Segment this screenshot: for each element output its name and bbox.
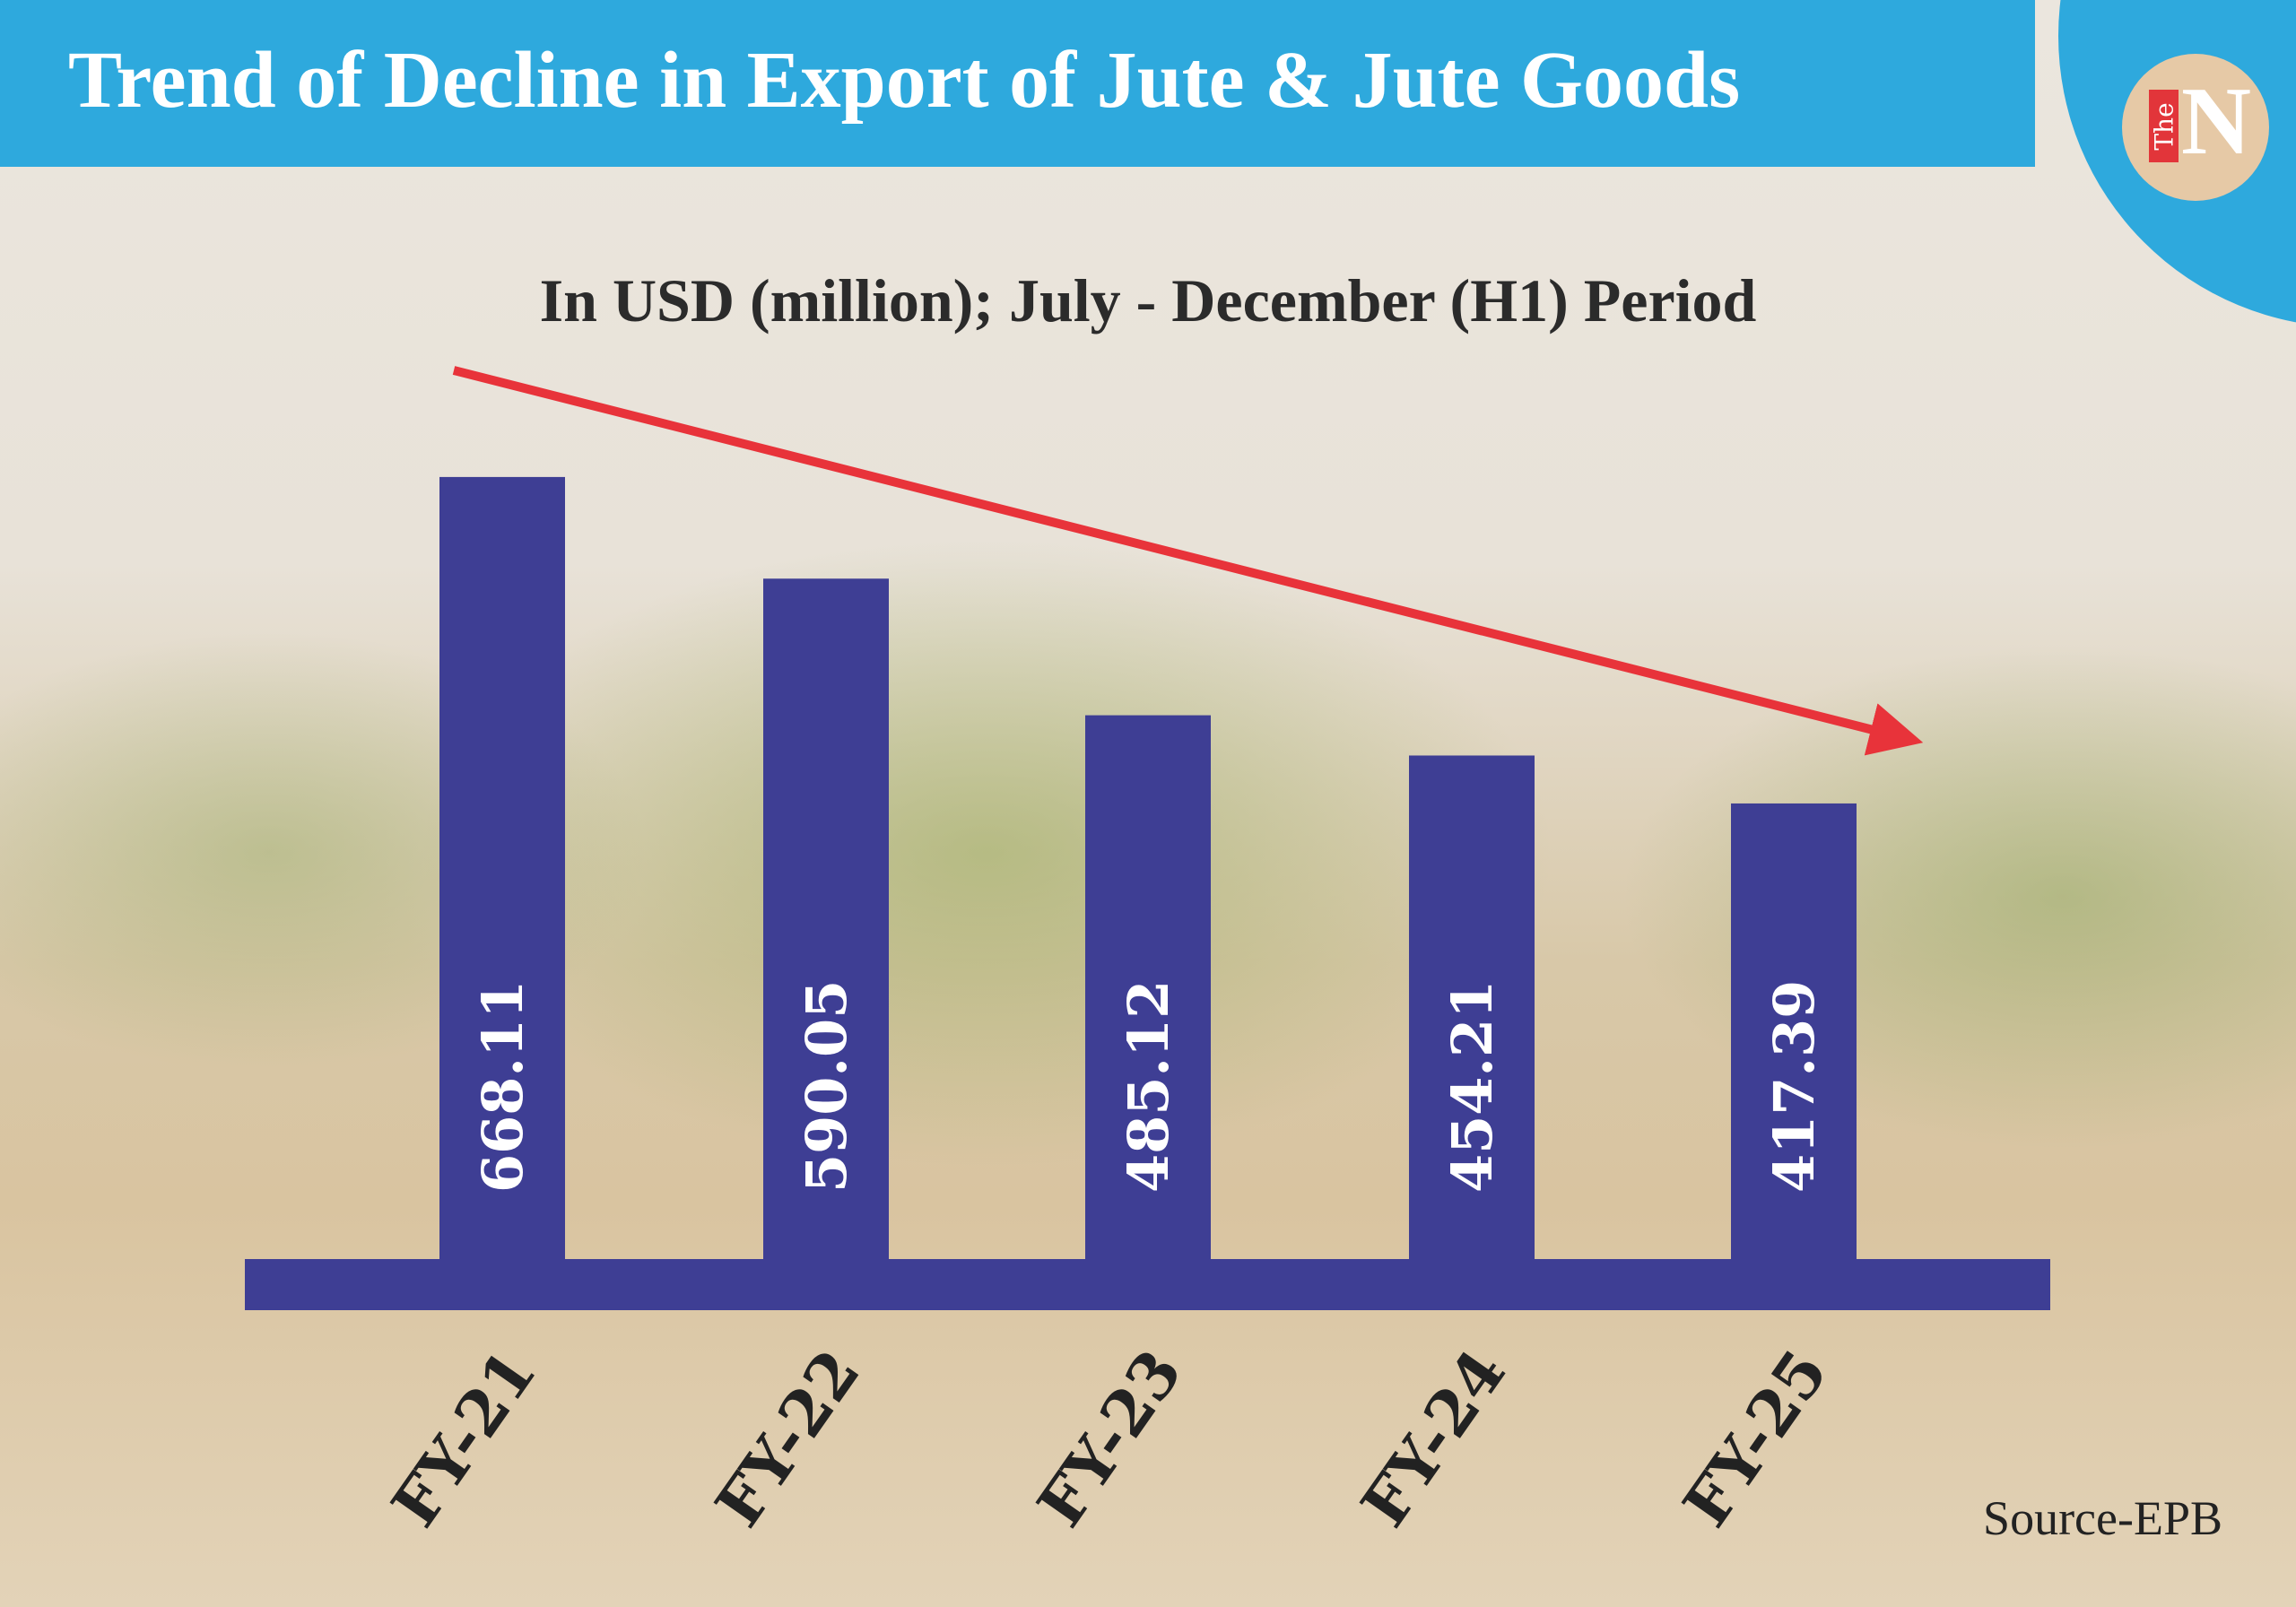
bar-FY-24 bbox=[1409, 755, 1535, 1259]
chart-subtitle: In USD (million); July - December (H1) P… bbox=[539, 266, 1757, 334]
value-label: 668.11 bbox=[470, 980, 535, 1193]
category-label: FY-25 bbox=[1668, 1336, 1842, 1540]
value-label: 590.05 bbox=[794, 980, 859, 1193]
bar-FY-21 bbox=[439, 476, 565, 1259]
value-label: 417.39 bbox=[1761, 980, 1827, 1193]
trend-arrow bbox=[452, 366, 1924, 756]
category-label: FY-21 bbox=[377, 1336, 551, 1540]
category-label: FY-22 bbox=[700, 1336, 874, 1540]
bar-FY-25 bbox=[1731, 803, 1857, 1259]
bar-FY-22 bbox=[763, 578, 889, 1259]
header-bar: Trend of Decline in Export of Jute & Jut… bbox=[0, 0, 2035, 167]
bar-FY-23 bbox=[1085, 715, 1211, 1259]
value-label: 485.12 bbox=[1116, 980, 1181, 1193]
source-note: Source-EPB bbox=[1983, 1491, 2222, 1545]
page-title: Trend of Decline in Export of Jute & Jut… bbox=[68, 36, 1741, 125]
logo-the-box: The bbox=[2149, 90, 2179, 162]
value-label: 454.21 bbox=[1439, 980, 1505, 1193]
category-label: FY-24 bbox=[1346, 1336, 1520, 1540]
baseline-bar bbox=[245, 1259, 2050, 1310]
category-label: FY-23 bbox=[1022, 1336, 1196, 1540]
logo: The N bbox=[2122, 54, 2269, 201]
logo-n-letter: N bbox=[2181, 68, 2251, 175]
